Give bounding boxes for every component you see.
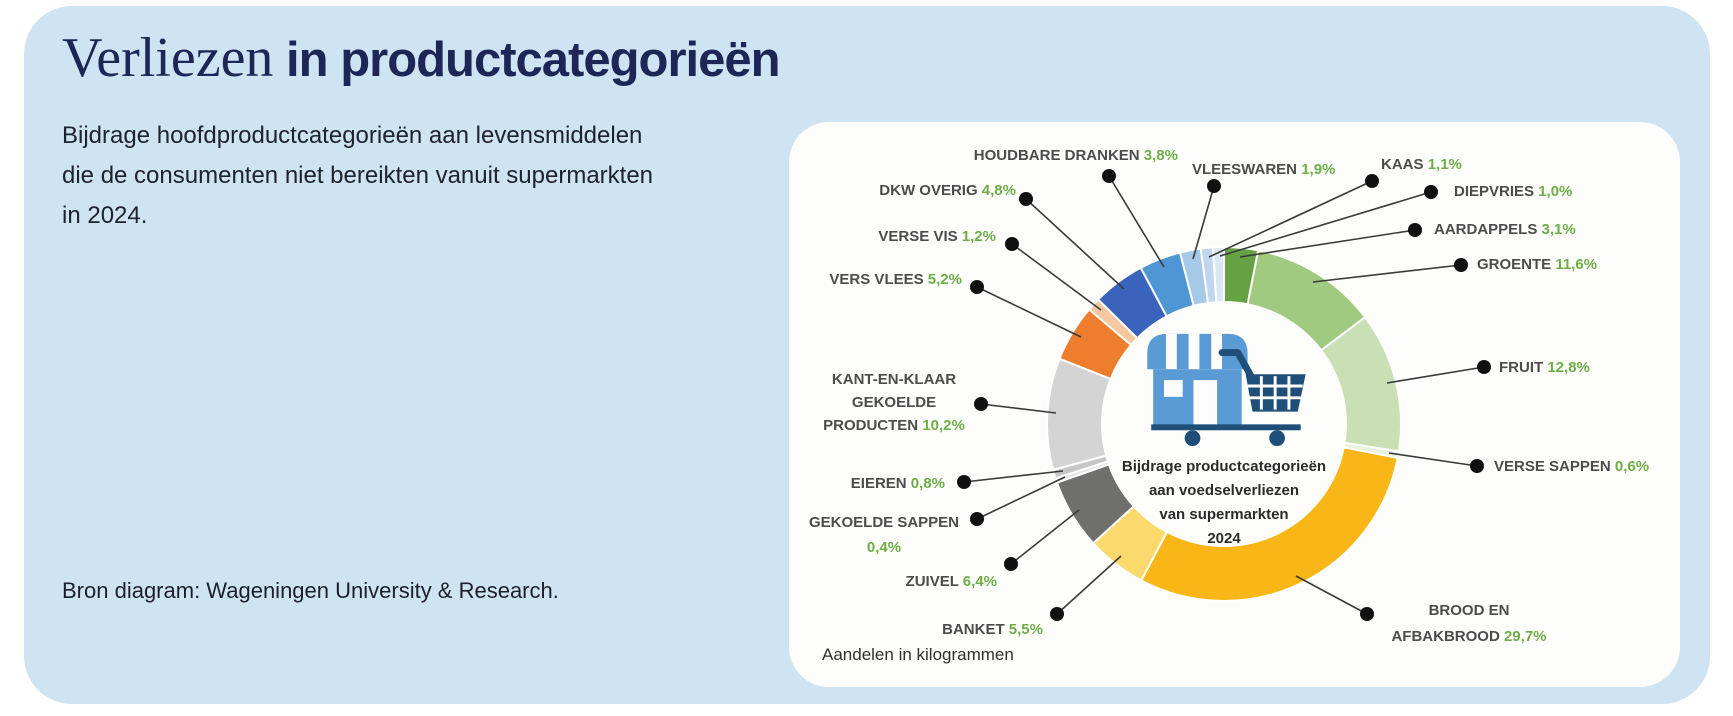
chart-label-vers-vlees: VERS VLEES 5,2% <box>829 271 962 288</box>
leader-dot-1 <box>1454 258 1468 272</box>
center-title-line-3: van supermarkten <box>1159 506 1289 523</box>
leader-dot-6 <box>1004 557 1018 571</box>
chart-label-zuivel: ZUIVEL 6,4% <box>905 573 997 590</box>
chart-footnote: Aandelen in kilogrammen <box>822 645 1014 664</box>
chart-label-kant-en-klaar: KANT-EN-KLAAR GEKOELDE PRODUCTEN 10,2% <box>823 371 965 434</box>
chart-label-banket: BANKET 5,5% <box>942 621 1043 638</box>
chart-description: Bijdrage hoofdproductcategorieën aan lev… <box>62 122 654 229</box>
leader-dot-11 <box>1005 237 1019 251</box>
chart-label-groente: GROENTE 11,6% <box>1477 256 1598 273</box>
leader-line-4 <box>1295 575 1368 615</box>
chart-label-eieren: EIEREN 0,8% <box>850 475 945 492</box>
chart-panel-inner: Bijdrage productcategorieën aan voedselv… <box>789 122 1680 687</box>
leader-line-10 <box>976 286 1082 338</box>
chart-panel: Bijdrage productcategorieën aan voedselv… <box>789 122 1680 687</box>
chart-label-verse-sappen: VERSE SAPPEN 0,6% <box>1494 458 1650 475</box>
leader-line-14 <box>1192 185 1215 260</box>
leader-dot-16 <box>1424 185 1438 199</box>
leader-lines-layer <box>957 169 1491 621</box>
center-title-line-1: Bijdrage productcategorieën <box>1121 458 1327 475</box>
leader-line-12 <box>1025 198 1125 290</box>
leader-line-9 <box>980 403 1057 414</box>
donut-chart <box>1046 245 1402 602</box>
leader-dot-0 <box>1408 223 1422 237</box>
chart-label-diepvries: DIEPVRIES 1,0% <box>1454 183 1573 200</box>
leader-line-16 <box>1219 191 1432 257</box>
leader-line-15 <box>1208 180 1373 258</box>
chart-label-gekoelde-sappen: GEKOELDE SAPPEN 0,4% <box>808 514 960 556</box>
chart-label-dkw-overig: DKW OVERIG 4,8% <box>879 182 1016 199</box>
leader-dot-7 <box>970 512 984 526</box>
chart-label-verse-vis: VERSE VIS 1,2% <box>878 228 996 245</box>
page-title-bold-part: in productcategorieën <box>273 33 781 87</box>
donut-segment-diepvries <box>1211 245 1225 304</box>
leader-dot-10 <box>970 280 984 294</box>
chart-label-houdbare-dranken: HOUDBARE DRANKEN 3,8% <box>973 147 1178 164</box>
leader-dot-3 <box>1470 459 1484 473</box>
chart-label-aardappels: AARDAPPELS 3,1% <box>1434 221 1576 238</box>
center-title-line-2: aan voedselverliezen <box>1148 482 1300 499</box>
leader-dot-14 <box>1207 179 1221 193</box>
source-attribution: Bron diagram: Wageningen University & Re… <box>62 578 559 603</box>
leader-line-5 <box>1056 555 1122 615</box>
leader-line-2 <box>1386 366 1485 384</box>
leader-line-13 <box>1108 175 1165 268</box>
leader-dot-9 <box>974 397 988 411</box>
leader-dot-2 <box>1477 360 1491 374</box>
leader-dot-5 <box>1050 607 1064 621</box>
leader-dot-8 <box>957 475 971 489</box>
leader-dot-13 <box>1102 169 1116 183</box>
leader-line-1 <box>1312 264 1462 283</box>
donut-center: Bijdrage productcategorieën aan voedselv… <box>1104 326 1344 551</box>
donut-center-title: Bijdrage productcategorieën aan voedselv… <box>1104 455 1344 551</box>
page-title: Verliezen in productcategorieën <box>62 26 781 90</box>
center-title-line-4: 2024 <box>1207 530 1241 547</box>
leader-line-0 <box>1239 229 1416 258</box>
leader-line-8 <box>963 470 1064 483</box>
chart-label-brood-en-afbakbrood: BROOD EN AFBAKBROOD 29,7% <box>1391 602 1547 645</box>
leader-dot-12 <box>1019 192 1033 206</box>
donut-segment-brood-en-afbakbrood <box>1139 446 1399 602</box>
chart-label-vleeswaren: VLEESWAREN 1,9% <box>1192 161 1336 178</box>
chart-label-fruit: FRUIT 12,8% <box>1499 359 1590 376</box>
page-title-serif-part: Verliezen <box>62 27 274 89</box>
leader-line-3 <box>1388 452 1478 467</box>
leader-dot-4 <box>1360 607 1374 621</box>
leader-line-11 <box>1011 243 1102 311</box>
leader-line-7 <box>976 476 1066 520</box>
leader-dot-15 <box>1365 174 1379 188</box>
chart-label-kaas: KAAS 1,1% <box>1381 156 1462 173</box>
leader-line-6 <box>1010 509 1080 565</box>
storefront-cart-icon <box>1147 333 1306 446</box>
